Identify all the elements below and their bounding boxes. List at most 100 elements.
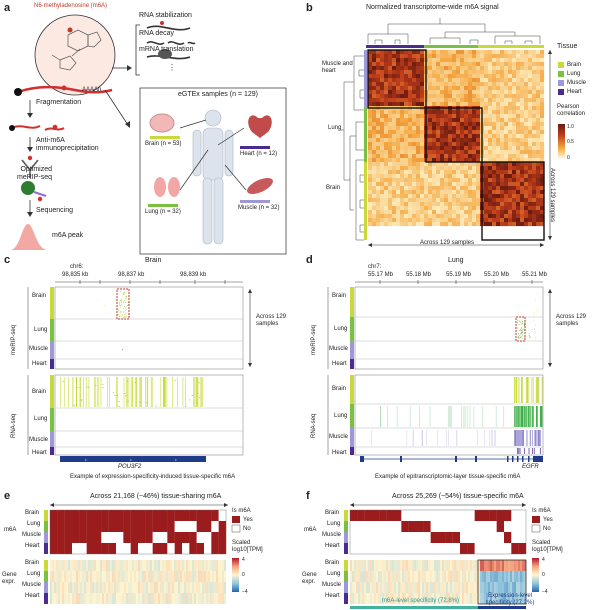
merip-signal [123,307,124,309]
corr-cell [396,86,401,91]
corr-cell [456,130,461,135]
e-scale-title: Scaled log10[TPM] [232,540,263,553]
d-caption: Example of epitranscriptomic-layer tissu… [375,474,521,480]
corr-cell [376,114,381,119]
corr-cell [372,114,377,119]
corr-cell [408,102,413,107]
expr-cell [138,593,141,604]
rna-signal [517,448,518,454]
corr-cell [520,58,525,63]
expr-cell [420,593,423,604]
corr-cell [412,118,417,123]
corr-cell [492,134,497,139]
corr-cell [528,214,533,219]
corr-cell [488,134,493,139]
rna-signal [538,430,540,446]
methyl-dot [67,27,73,33]
expr-cell [86,571,89,582]
expr-cell [218,593,221,604]
corr-cell [496,130,501,135]
expr-cell [72,571,75,582]
corr-cell [416,58,421,63]
expr-cell [132,560,135,571]
m6a-cell [130,521,139,532]
corr-cell [456,162,461,167]
corr-cell [388,114,393,119]
merip-signal [125,302,126,303]
expr-cell [112,571,115,582]
merip-signal [117,306,118,308]
corr-cell [456,78,461,83]
corr-cell [416,214,421,219]
expr-cell [220,582,223,593]
corr-cell [444,142,449,147]
expr-cell [520,582,523,593]
expr-cell [444,571,447,582]
merip-signal [535,324,536,325]
expr-cell [378,560,381,571]
expr-cell [80,560,83,571]
rna-signal [197,393,199,394]
corr-cell [376,54,381,59]
corr-cell [504,182,509,187]
corr-cell [380,102,385,107]
expr-cell [70,571,73,582]
corr-cell [484,154,489,159]
corr-cell [528,114,533,119]
corr-cell [376,202,381,207]
corr-cell [516,50,521,55]
corr-cell [444,202,449,207]
corr-cell [464,70,469,75]
corr-cell [500,218,505,223]
corr-cell [372,206,377,211]
f-legend-no: No [543,526,551,532]
corr-cell [432,98,437,103]
corr-cell [488,182,493,187]
expr-cell [58,582,61,593]
corr-cell [392,82,397,87]
corr-cell [400,62,405,67]
rna-signal [532,377,534,403]
corr-cell [388,170,393,175]
corr-cell [424,202,429,207]
corr-cell [532,206,537,211]
m6a-cell [379,532,387,543]
corr-cell [496,154,501,159]
expr-cell [410,582,413,593]
expr-cell [408,560,411,571]
step-sequencing: Sequencing [36,207,73,214]
expr-cell [478,593,481,604]
expr-cell [468,582,471,593]
merip-signal [523,324,525,326]
corr-cell [436,50,441,55]
corr-cell [416,166,421,171]
corr-cell [472,74,477,79]
corr-cell [376,110,381,115]
corr-cell [400,182,405,187]
m6a-cell [430,543,439,554]
expr-cell [454,593,457,604]
corr-cell [460,130,465,135]
corr-cell [368,138,373,143]
corr-cell [504,66,509,71]
corr-cell [400,86,405,91]
panel-a-label: a [4,2,11,14]
corr-cell [528,126,533,131]
merip-signal [125,298,127,300]
corr-cell [384,78,389,83]
expr-cell [204,560,207,571]
corr-cell [392,206,397,211]
corr-cell [492,138,497,143]
expr-cell [208,582,211,593]
corr-cell [480,50,485,55]
corr-cell [460,78,465,83]
corr-cell [444,130,449,135]
corr-cell [456,70,461,75]
corr-cell [444,74,449,79]
rna-signal [164,377,166,407]
corr-cell [512,146,517,151]
corr-cell [460,62,465,67]
expr-cell [388,571,391,582]
expr-cell [160,571,163,582]
rna-signal [522,377,523,403]
